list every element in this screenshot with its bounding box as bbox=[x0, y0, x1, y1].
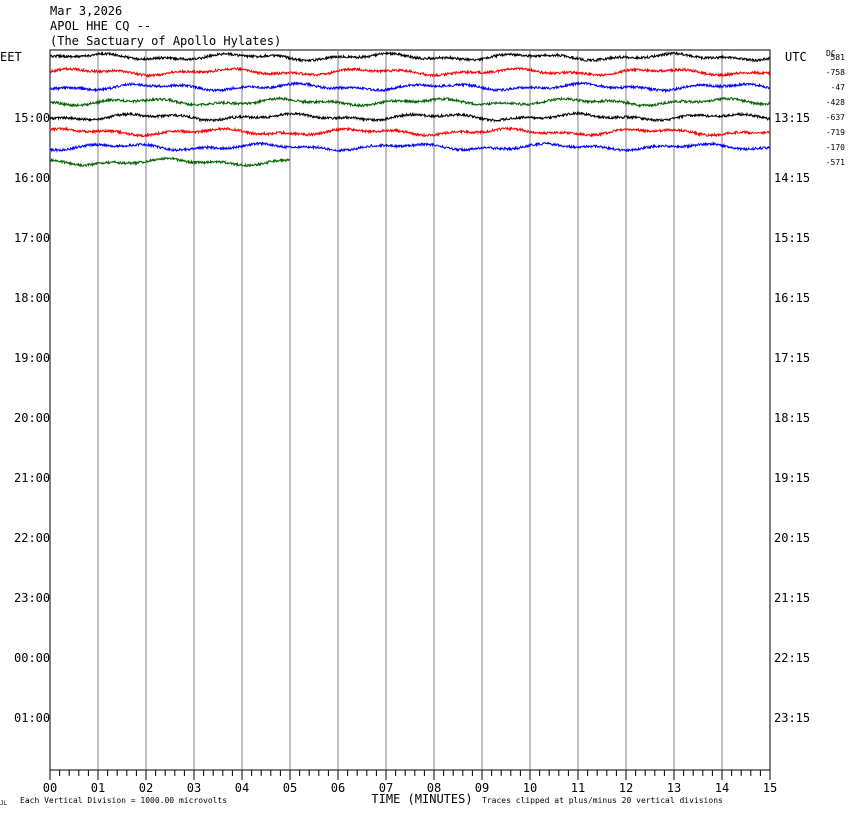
x-tick-label: 03 bbox=[187, 781, 201, 795]
dc-offset-label: -47 bbox=[831, 83, 846, 92]
corner-mark: JL bbox=[0, 800, 8, 807]
left-hour-label: 19:00 bbox=[14, 351, 50, 365]
right-hour-label: 20:15 bbox=[774, 531, 810, 545]
x-tick-label: 07 bbox=[379, 781, 393, 795]
left-hour-label: 22:00 bbox=[14, 531, 50, 545]
right-hour-label: 18:15 bbox=[774, 411, 810, 425]
x-axis-label: TIME (MINUTES) bbox=[371, 792, 472, 806]
right-hour-label: 13:15 bbox=[774, 111, 810, 125]
seismic-trace bbox=[49, 141, 771, 153]
plot-frame bbox=[49, 49, 771, 771]
x-tick-label: 10 bbox=[523, 781, 537, 795]
dc-offset-label: -758 bbox=[826, 68, 845, 77]
right-hour-label: 23:15 bbox=[774, 711, 810, 725]
left-hour-label: 01:00 bbox=[14, 711, 50, 725]
header-station: APOL HHE CQ -- bbox=[50, 19, 152, 33]
right-timezone-label: UTC bbox=[785, 50, 807, 64]
right-hour-label: 17:15 bbox=[774, 351, 810, 365]
x-tick-label: 02 bbox=[139, 781, 153, 795]
left-hour-label: 16:00 bbox=[14, 171, 50, 185]
x-tick-label: 05 bbox=[283, 781, 297, 795]
seismic-trace bbox=[49, 95, 771, 109]
left-timezone-label: EET bbox=[0, 50, 22, 64]
x-tick-label: 11 bbox=[571, 781, 585, 795]
left-hour-label: 00:00 bbox=[14, 651, 50, 665]
left-hour-label: 21:00 bbox=[14, 471, 50, 485]
seismic-trace bbox=[49, 110, 771, 123]
right-hour-label: 19:15 bbox=[774, 471, 810, 485]
x-tick-label: 09 bbox=[475, 781, 489, 795]
seismic-trace bbox=[49, 126, 771, 138]
x-tick-label: 12 bbox=[619, 781, 633, 795]
dc-offset-label: -637 bbox=[826, 113, 845, 122]
x-tick-label: 00 bbox=[43, 781, 57, 795]
dc-offset-label: -170 bbox=[826, 143, 845, 152]
dc-offset-label: -428 bbox=[826, 98, 845, 107]
x-tick-label: 14 bbox=[715, 781, 729, 795]
dc-offset-label: -719 bbox=[826, 128, 845, 137]
seismic-trace bbox=[49, 66, 771, 78]
dc-label: DC bbox=[826, 49, 836, 58]
x-tick-label: 01 bbox=[91, 781, 105, 795]
footer-scale-note: Each Vertical Division = 1000.00 microvo… bbox=[20, 796, 227, 805]
seismic-trace bbox=[49, 50, 771, 64]
header-site: (The Sactuary of Apollo Hylates) bbox=[50, 34, 282, 48]
left-hour-label: 20:00 bbox=[14, 411, 50, 425]
right-hour-label: 21:15 bbox=[774, 591, 810, 605]
dc-offset-label: -571 bbox=[826, 158, 845, 167]
right-hour-label: 16:15 bbox=[774, 291, 810, 305]
x-tick-label: 04 bbox=[235, 781, 249, 795]
x-tick-label: 13 bbox=[667, 781, 681, 795]
x-tick-label: 08 bbox=[427, 781, 441, 795]
right-hour-label: 15:15 bbox=[774, 231, 810, 245]
left-hour-label: 23:00 bbox=[14, 591, 50, 605]
left-hour-label: 17:00 bbox=[14, 231, 50, 245]
left-hour-label: 15:00 bbox=[14, 111, 50, 125]
footer-clip-note: Traces clipped at plus/minus 20 vertical… bbox=[482, 796, 723, 805]
dc-offset-label: 581 bbox=[831, 53, 846, 62]
x-tick-label: 06 bbox=[331, 781, 345, 795]
left-hour-label: 18:00 bbox=[14, 291, 50, 305]
seismic-trace bbox=[49, 80, 771, 94]
right-hour-label: 14:15 bbox=[774, 171, 810, 185]
header-date: Mar 3,2026 bbox=[50, 4, 123, 18]
right-hour-label: 22:15 bbox=[774, 651, 810, 665]
seismic-trace bbox=[50, 156, 290, 168]
x-tick-label: 15 bbox=[763, 781, 777, 795]
